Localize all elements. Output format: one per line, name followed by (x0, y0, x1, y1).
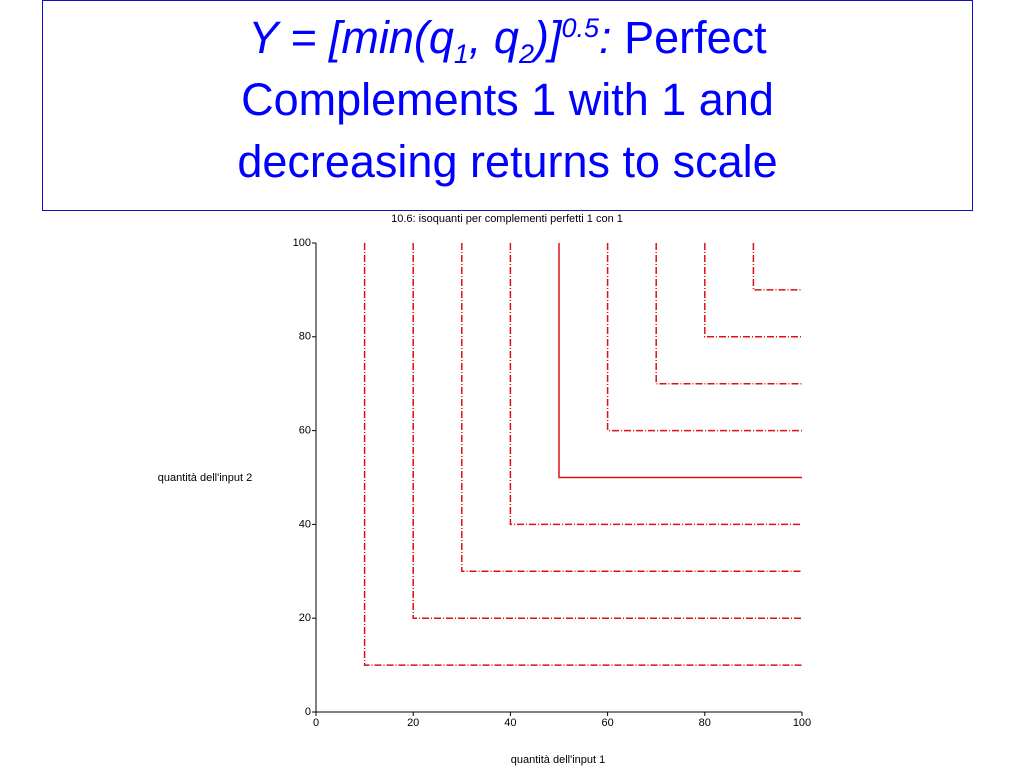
isoquant (558, 243, 802, 479)
title-line: Y = [min(q1, q2)]0.5: Perfect (43, 7, 972, 69)
title-part: 0.5 (561, 13, 600, 43)
title-line: decreasing returns to scale (237, 136, 778, 187)
title-part: Y = [min(q (248, 12, 454, 63)
title-part: , q (468, 12, 519, 63)
title-part: 1 (453, 39, 469, 69)
isoquant (363, 243, 802, 666)
chart-title: 10.6: isoquanti per complementi perfetti… (391, 213, 623, 225)
slide-title: Y = [min(q1, q2)]0.5: Perfect Complement… (42, 0, 973, 211)
isoquant (412, 243, 802, 619)
y-tick-label: 40 (299, 518, 311, 530)
title-line: Complements 1 with 1 and (241, 74, 774, 125)
y-axis-label: quantità dell'input 2 (158, 472, 252, 484)
x-tick-label: 0 (313, 717, 319, 729)
title-part: Perfect (611, 12, 767, 63)
x-tick-label: 100 (793, 717, 811, 729)
x-tick-label: 80 (699, 717, 711, 729)
y-tick-label: 60 (299, 425, 311, 437)
isoquant (509, 243, 802, 526)
isoquant (655, 243, 802, 385)
x-tick-label: 20 (407, 717, 419, 729)
x-tick-label: 40 (504, 717, 516, 729)
x-tick-label: 60 (601, 717, 613, 729)
title-part: )] (534, 12, 562, 63)
title-part: 2 (518, 39, 534, 69)
title-part: : (599, 12, 612, 63)
isoquant (704, 243, 802, 338)
isoquant (461, 243, 802, 573)
isoquant (752, 243, 802, 291)
y-tick-label: 80 (299, 331, 311, 343)
y-tick-label: 100 (293, 237, 311, 249)
isoquant (606, 243, 802, 432)
x-axis-label: quantità dell'input 1 (511, 754, 605, 766)
y-tick-label: 0 (305, 706, 311, 718)
y-tick-label: 20 (299, 612, 311, 624)
